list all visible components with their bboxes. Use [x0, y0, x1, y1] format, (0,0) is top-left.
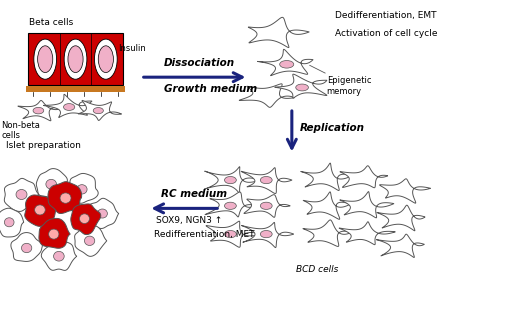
Ellipse shape	[224, 231, 237, 238]
Text: Islet preparation: Islet preparation	[6, 142, 81, 151]
Polygon shape	[244, 195, 290, 217]
Polygon shape	[275, 74, 327, 98]
Ellipse shape	[93, 108, 103, 114]
Text: RC medium: RC medium	[161, 189, 227, 199]
Ellipse shape	[84, 236, 95, 246]
Polygon shape	[376, 234, 424, 257]
Polygon shape	[206, 221, 262, 247]
Ellipse shape	[64, 39, 87, 79]
Text: BCD cells: BCD cells	[296, 265, 338, 274]
Ellipse shape	[224, 202, 237, 209]
Ellipse shape	[49, 229, 59, 239]
Polygon shape	[41, 240, 77, 271]
Polygon shape	[241, 168, 292, 194]
Ellipse shape	[38, 46, 53, 72]
Text: Insulin: Insulin	[118, 44, 145, 53]
Polygon shape	[65, 174, 98, 203]
Polygon shape	[4, 178, 40, 211]
Ellipse shape	[46, 179, 56, 189]
Text: Non-beta
cells: Non-beta cells	[1, 121, 40, 140]
Polygon shape	[25, 195, 56, 226]
Polygon shape	[75, 225, 107, 256]
Ellipse shape	[33, 108, 44, 114]
Text: Beta cells: Beta cells	[29, 18, 73, 27]
Polygon shape	[303, 192, 351, 219]
Polygon shape	[303, 220, 352, 247]
Ellipse shape	[60, 193, 71, 203]
Polygon shape	[340, 192, 394, 218]
Polygon shape	[18, 100, 62, 121]
Text: Epigenetic
memory: Epigenetic memory	[327, 76, 371, 96]
Polygon shape	[78, 100, 121, 121]
Polygon shape	[339, 222, 395, 245]
Polygon shape	[205, 192, 257, 217]
Text: Dedifferentiation, EMT: Dedifferentiation, EMT	[335, 11, 437, 20]
Bar	[26, 86, 125, 92]
Text: SOX9, NGN3 ↑: SOX9, NGN3 ↑	[156, 216, 222, 225]
Polygon shape	[340, 166, 388, 188]
Polygon shape	[87, 198, 119, 228]
Ellipse shape	[79, 214, 90, 224]
Ellipse shape	[35, 205, 45, 215]
Ellipse shape	[63, 104, 75, 110]
Ellipse shape	[97, 209, 108, 218]
Ellipse shape	[296, 84, 308, 91]
Polygon shape	[248, 17, 309, 48]
Ellipse shape	[77, 185, 87, 194]
Ellipse shape	[16, 189, 27, 199]
Ellipse shape	[34, 39, 56, 79]
Ellipse shape	[260, 231, 272, 238]
Polygon shape	[204, 167, 260, 193]
Ellipse shape	[260, 176, 272, 184]
Ellipse shape	[22, 243, 32, 253]
Polygon shape	[377, 205, 425, 231]
Polygon shape	[44, 94, 92, 117]
Polygon shape	[242, 222, 294, 248]
Polygon shape	[48, 182, 81, 213]
Polygon shape	[39, 219, 70, 248]
Polygon shape	[301, 163, 352, 190]
Polygon shape	[0, 208, 24, 237]
Ellipse shape	[94, 39, 117, 79]
Polygon shape	[239, 84, 295, 108]
Text: Redifferentiation, MET: Redifferentiation, MET	[154, 230, 254, 239]
Text: Growth medium: Growth medium	[164, 84, 257, 94]
Polygon shape	[71, 204, 101, 234]
Polygon shape	[11, 233, 42, 262]
Polygon shape	[36, 169, 69, 199]
Ellipse shape	[260, 202, 272, 209]
Text: Replication: Replication	[300, 122, 365, 133]
Ellipse shape	[5, 218, 14, 227]
Polygon shape	[257, 49, 313, 76]
Bar	[28, 33, 123, 85]
Text: Activation of cell cycle: Activation of cell cycle	[335, 29, 438, 38]
Ellipse shape	[68, 46, 83, 72]
Ellipse shape	[54, 251, 64, 261]
Ellipse shape	[98, 46, 114, 72]
Text: Dissociation: Dissociation	[164, 58, 235, 68]
Ellipse shape	[280, 61, 294, 68]
Polygon shape	[379, 179, 431, 203]
Ellipse shape	[224, 176, 237, 184]
